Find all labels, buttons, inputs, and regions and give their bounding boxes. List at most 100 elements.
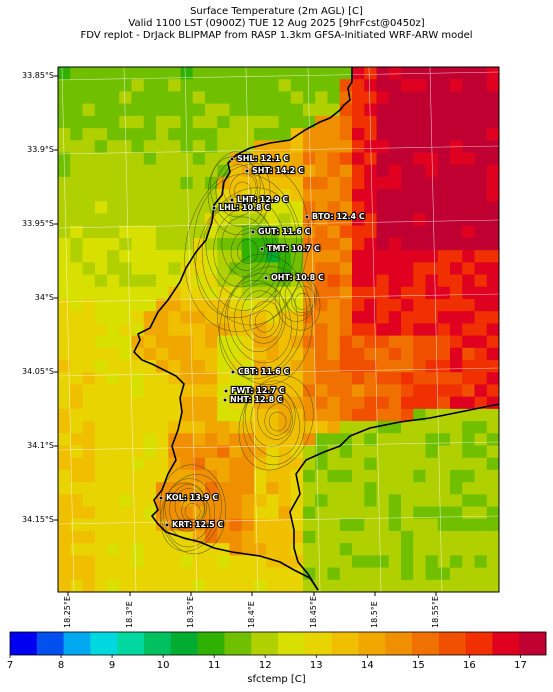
temperature-cell (180, 115, 194, 129)
temperature-cell (290, 579, 304, 592)
temperature-cell (119, 201, 133, 215)
temperature-cell (388, 530, 402, 544)
temperature-cell (119, 384, 133, 398)
contour-line (237, 239, 259, 264)
temperature-cell (82, 482, 96, 495)
temperature-cell (413, 237, 427, 251)
temperature-cell (131, 103, 145, 117)
temperature-cell (352, 103, 365, 117)
temperature-cell (266, 286, 280, 300)
temperature-cell (364, 176, 378, 190)
temperature-cell (156, 274, 169, 288)
temperature-cell (241, 79, 255, 93)
temperature-cell (107, 372, 120, 386)
temperature-cell (156, 567, 169, 581)
colorbar-segment (331, 632, 359, 655)
temperature-cell (119, 152, 133, 166)
temperature-cell (388, 298, 402, 312)
temperature-cell (388, 140, 402, 154)
temperature-cell (241, 567, 255, 581)
temperature-cell (58, 579, 71, 592)
contour-line (174, 488, 206, 526)
temperature-cell (388, 445, 402, 459)
temperature-cell (290, 164, 304, 178)
temperature-cell (168, 103, 182, 117)
temperature-cell (339, 262, 353, 276)
temperature-cell (205, 445, 218, 459)
temperature-cell (462, 372, 476, 386)
temperature-cell (94, 213, 108, 227)
temperature-cell (70, 530, 84, 544)
temperature-cell (107, 482, 120, 495)
temperature-cell (192, 335, 206, 349)
temperature-cell (339, 384, 353, 398)
temperature-cell (119, 579, 133, 592)
temperature-cell (156, 164, 169, 178)
temperature-cell (339, 250, 353, 263)
temperature-cell (168, 164, 182, 178)
temperature-cell (70, 323, 84, 337)
temperature-cell (119, 360, 133, 373)
temperature-cell (413, 421, 427, 434)
temperature-cell (474, 457, 488, 471)
temperature-cell (180, 79, 194, 93)
temperature-cell (450, 396, 463, 410)
temperature-cell (339, 445, 353, 459)
temperature-cell (180, 360, 194, 373)
temperature-cell (315, 274, 329, 288)
temperature-cell (266, 408, 280, 422)
temperature-cell (327, 372, 341, 386)
temperature-cell (94, 176, 108, 190)
temperature-cell (156, 286, 169, 300)
temperature-cell (278, 421, 292, 434)
temperature-cell (168, 384, 182, 398)
colorbar-tick-label: 11 (207, 660, 221, 671)
station-label: SHT: 14.2 C (252, 166, 304, 175)
temperature-cell (303, 140, 316, 154)
temperature-cell (119, 372, 133, 386)
temperature-cell (474, 482, 488, 495)
temperature-cell (339, 494, 353, 508)
meridian-line (368, 67, 382, 592)
temperature-cell (229, 115, 243, 129)
temperature-cell (180, 298, 194, 312)
temperature-cell (450, 298, 463, 312)
temperature-cell (94, 164, 108, 178)
temperature-cell (241, 506, 255, 520)
temperature-cell (352, 555, 365, 569)
temperature-cell (303, 79, 316, 93)
temperature-cell (241, 360, 255, 373)
temperature-cell (119, 164, 133, 178)
temperature-cell (425, 225, 439, 239)
temperature-cell (254, 494, 267, 508)
temperature-cell (241, 311, 255, 324)
temperature-cell (474, 201, 488, 215)
contour-line (264, 403, 292, 436)
temperature-cell (462, 457, 476, 471)
colorbar-tick-label: 9 (108, 660, 116, 671)
temperature-cell (462, 482, 476, 495)
temperature-cell (156, 445, 169, 459)
temperature-cell (82, 457, 96, 471)
temperature-cell (315, 176, 329, 190)
temperature-cell (217, 103, 231, 117)
temperature-cell (119, 274, 133, 288)
temperature-cell (168, 274, 182, 288)
lon-tick-label: 18.55°E (431, 596, 440, 628)
temperature-cell (474, 555, 488, 569)
temperature-cell (241, 469, 255, 483)
temperature-cell (278, 128, 292, 141)
temperature-cell (254, 152, 267, 166)
temperature-cell (254, 225, 267, 239)
temperature-cell (352, 408, 365, 422)
temperature-cell (450, 250, 463, 263)
temperature-cell (327, 555, 341, 569)
temperature-cell (413, 469, 427, 483)
temperature-cell (143, 360, 157, 373)
temperature-cell (474, 567, 488, 581)
temperature-cell (474, 164, 488, 178)
temperature-cell (156, 237, 169, 251)
temperature-cell (327, 567, 341, 581)
temperature-cell (401, 298, 414, 312)
temperature-cell (364, 189, 378, 202)
